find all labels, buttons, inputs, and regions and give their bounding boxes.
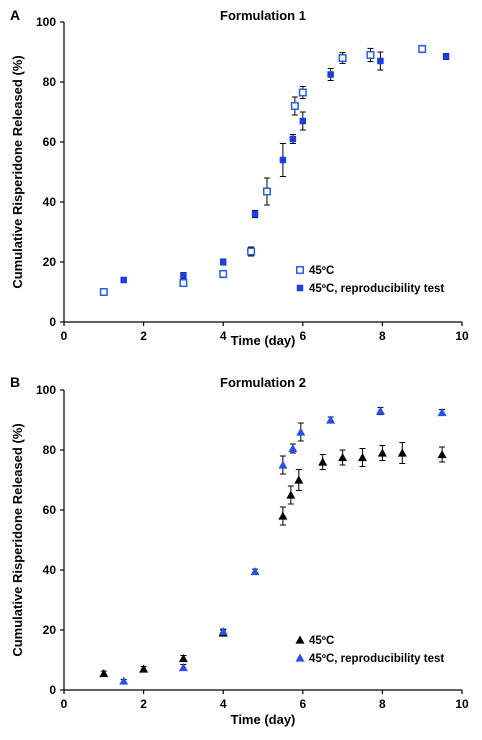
y-ticks-a: 0 20 40 60 80 100 — [36, 15, 64, 329]
data-point-series-1 — [366, 51, 375, 59]
y-tick-label: 20 — [43, 255, 57, 269]
data-point-series-2 — [218, 627, 228, 636]
legend-label-series-1: 45ºC — [309, 635, 334, 647]
data-point-series-2 — [180, 272, 187, 279]
data-point-series-1 — [318, 457, 328, 466]
data-point-series-1 — [99, 288, 108, 296]
chart-title-formulation-1: Formulation 1 — [220, 8, 306, 23]
data-point-series-2 — [288, 444, 298, 453]
x-axis-label-a: Time (day) — [231, 333, 296, 348]
data-point-series-1 — [437, 450, 447, 459]
data-point-series-2 — [119, 676, 129, 685]
data-point-series-1 — [358, 453, 367, 462]
data-marks-b — [99, 406, 447, 685]
data-point-series-2 — [219, 258, 227, 266]
data-point-series-1 — [247, 247, 256, 256]
legend-a: 45ºC 45ºC, reproducibility test — [296, 265, 444, 295]
panel-label-b: B — [10, 374, 20, 390]
x-tick-label: 8 — [379, 697, 386, 711]
data-point-series-1 — [99, 669, 109, 678]
data-point-series-1 — [294, 475, 304, 484]
y-tick-label: 0 — [49, 683, 56, 697]
data-marks-a — [99, 44, 450, 296]
data-point-series-2 — [178, 663, 188, 672]
y-ticks-b: 0 20 40 60 80 100 — [36, 383, 64, 697]
legend-label-series-2: 45ºC, reproducibility test — [309, 653, 444, 665]
y-tick-label: 40 — [43, 195, 57, 209]
x-ticks-b: 0 2 4 6 8 10 — [61, 690, 469, 711]
y-tick-label: 40 — [43, 563, 57, 577]
data-point-series-1 — [338, 54, 347, 62]
x-tick-label: 8 — [379, 329, 386, 343]
y-tick-label: 0 — [49, 315, 56, 329]
data-point-series-2 — [120, 276, 127, 284]
legend-marker-series-1 — [296, 266, 304, 274]
legend-label-series-1: 45ºC — [309, 265, 334, 277]
data-point-series-1 — [179, 279, 188, 287]
y-axis-label-b: Cumulative Risperidone Released (%) — [10, 423, 25, 656]
panel-label-a: A — [10, 7, 20, 23]
x-tick-label: 10 — [455, 697, 469, 711]
data-point-series-1 — [219, 270, 228, 278]
data-point-series-1 — [262, 187, 271, 196]
data-point-series-2 — [296, 427, 306, 436]
y-tick-label: 20 — [43, 623, 57, 637]
data-point-series-1 — [278, 511, 288, 520]
y-tick-label: 80 — [43, 75, 57, 89]
data-point-series-2 — [442, 53, 450, 60]
chart-title-formulation-2: Formulation 2 — [220, 375, 306, 390]
data-point-series-2 — [299, 117, 307, 125]
legend-marker-series-2 — [296, 284, 304, 292]
data-point-series-2 — [437, 408, 447, 417]
y-tick-label: 100 — [36, 383, 56, 397]
data-point-series-1 — [290, 102, 299, 110]
legend-marker-series-1 — [295, 635, 305, 644]
x-ticks-a: 0 2 4 6 8 10 — [61, 322, 469, 343]
data-point-series-1 — [139, 664, 149, 673]
data-point-series-2 — [377, 57, 384, 65]
data-point-series-2 — [327, 71, 334, 78]
x-tick-label: 2 — [140, 329, 147, 343]
data-point-series-2 — [289, 135, 297, 143]
data-point-series-1 — [178, 654, 188, 663]
data-point-series-1 — [298, 88, 307, 97]
x-tick-label: 2 — [140, 697, 147, 711]
data-point-series-2 — [279, 156, 287, 164]
x-tick-label: 4 — [220, 329, 227, 343]
x-tick-label: 6 — [299, 697, 306, 711]
y-tick-label: 60 — [43, 503, 57, 517]
panel-formulation-2: B Formulation 2 Time (day) Cumulative Ri… — [10, 374, 469, 727]
y-axis-label-a: Cumulative Risperidone Released (%) — [10, 55, 25, 288]
data-point-series-2 — [375, 406, 385, 415]
data-point-series-1 — [418, 45, 427, 53]
legend-marker-series-2 — [295, 653, 305, 662]
x-tick-label: 10 — [455, 329, 469, 343]
x-tick-label: 4 — [220, 697, 227, 711]
y-tick-label: 60 — [43, 135, 57, 149]
y-tick-label: 80 — [43, 443, 57, 457]
data-point-series-2 — [251, 210, 259, 218]
data-point-series-2 — [250, 567, 260, 576]
x-tick-label: 0 — [61, 697, 68, 711]
data-point-series-1 — [286, 490, 296, 499]
y-tick-label: 100 — [36, 15, 56, 29]
x-tick-label: 6 — [299, 329, 306, 343]
legend-b: 45ºC 45ºC, reproducibility test — [295, 635, 444, 665]
data-point-series-2 — [278, 460, 288, 469]
data-point-series-2 — [326, 415, 336, 424]
x-tick-label: 0 — [61, 329, 68, 343]
data-point-series-1 — [397, 448, 407, 457]
data-point-series-1 — [338, 453, 348, 462]
x-axis-label-b: Time (day) — [231, 712, 296, 727]
legend-label-series-2: 45ºC, reproducibility test — [309, 283, 444, 295]
panel-formulation-1: A Formulation 1 Time (day) Cumulative Ri… — [10, 7, 469, 348]
data-point-series-1 — [377, 448, 387, 457]
